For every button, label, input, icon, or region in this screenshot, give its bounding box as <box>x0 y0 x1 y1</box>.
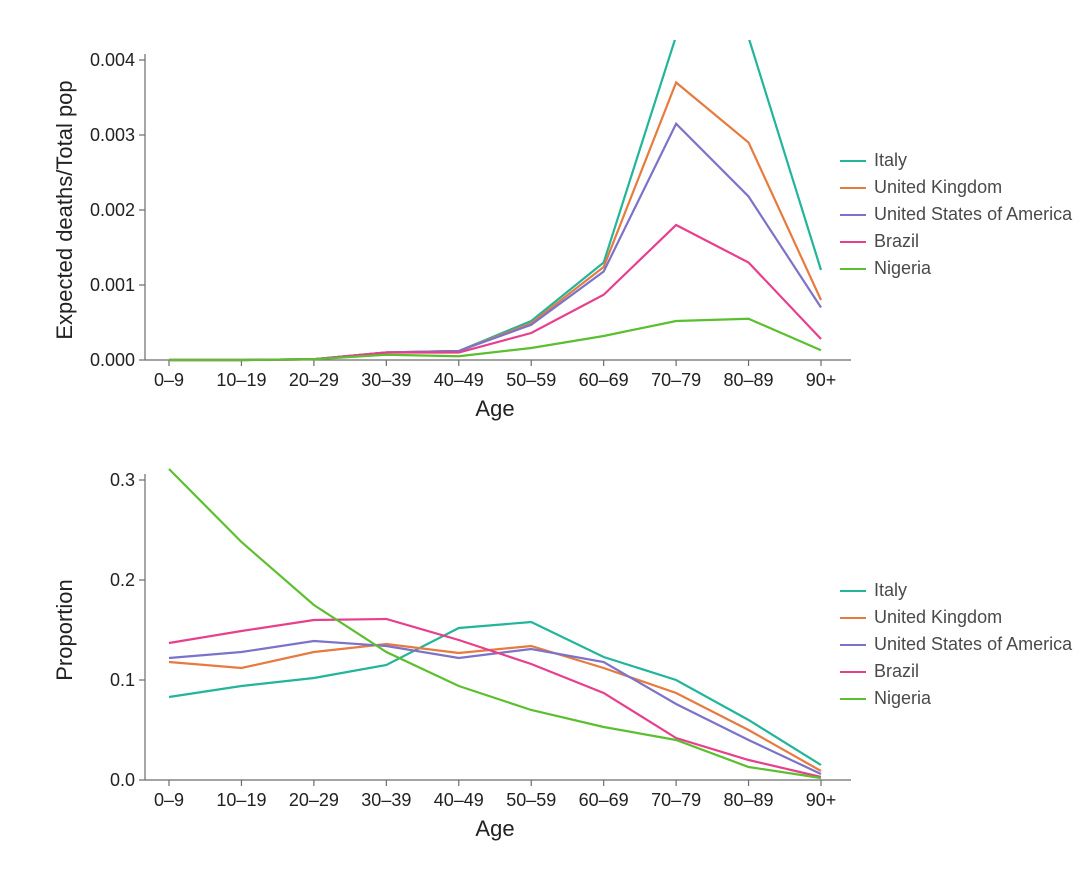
y-tick-label: 0.0 <box>110 770 135 790</box>
legend-swatch-usa <box>840 214 866 216</box>
chart-top: 0.000 0.001 0.002 0.003 0.004 0–9 10–19 20–29 30… <box>50 40 855 440</box>
legend-item-uk: United Kingdom <box>840 177 1072 198</box>
y-tick-label: 0.003 <box>90 125 135 145</box>
legend-top: Italy United Kingdom United States of Amer… <box>840 150 1072 279</box>
x-tick-label: 40–49 <box>434 370 484 390</box>
chart-bottom-svg: 0.0 0.1 0.2 0.3 0–9 10–19 20–29 30–39 40–49 50–59… <box>50 460 855 860</box>
legend-label-italy: Italy <box>874 580 907 601</box>
legend-label-italy: Italy <box>874 150 907 171</box>
y-tick-label: 0.2 <box>110 570 135 590</box>
legend-label-brazil: Brazil <box>874 661 919 682</box>
legend-swatch-italy <box>840 590 866 592</box>
legend-item-usa: United States of America <box>840 634 1072 655</box>
x-tick-label: 70–79 <box>651 790 701 810</box>
legend-item-brazil: Brazil <box>840 231 1072 252</box>
legend-swatch-nigeria <box>840 268 866 270</box>
chart-top-svg: 0.000 0.001 0.002 0.003 0.004 0–9 10–19 20–29 30… <box>50 40 855 440</box>
series-usa <box>169 124 821 360</box>
x-tick-label: 50–59 <box>506 370 556 390</box>
series-nigeria <box>169 469 821 778</box>
legend-swatch-uk <box>840 617 866 619</box>
x-tick-label: 30–39 <box>361 790 411 810</box>
y-axis-label: Proportion <box>52 579 77 681</box>
x-tick-label: 80–89 <box>724 370 774 390</box>
legend-item-italy: Italy <box>840 580 1072 601</box>
x-tick-label: 70–79 <box>651 370 701 390</box>
chart-bottom: 0.0 0.1 0.2 0.3 0–9 10–19 20–29 30–39 40–49 50–59… <box>50 460 855 860</box>
x-tick-label: 30–39 <box>361 370 411 390</box>
legend-item-nigeria: Nigeria <box>840 688 1072 709</box>
figure-container: 0.000 0.001 0.002 0.003 0.004 0–9 10–19 20–29 30… <box>0 0 1080 877</box>
x-tick-label: 20–29 <box>289 790 339 810</box>
legend-label-uk: United Kingdom <box>874 607 1002 628</box>
x-tick-label: 90+ <box>806 370 837 390</box>
y-tick-label: 0.001 <box>90 275 135 295</box>
legend-item-italy: Italy <box>840 150 1072 171</box>
y-tick-label: 0.004 <box>90 50 135 70</box>
y-tick-label: 0.1 <box>110 670 135 690</box>
x-tick-label: 60–69 <box>579 790 629 810</box>
series-italy <box>169 40 821 360</box>
legend-label-uk: United Kingdom <box>874 177 1002 198</box>
y-tick-label: 0.002 <box>90 200 135 220</box>
series-brazil <box>169 225 821 360</box>
x-tick-label: 0–9 <box>154 790 184 810</box>
legend-label-usa: United States of America <box>874 204 1072 225</box>
legend-label-nigeria: Nigeria <box>874 688 931 709</box>
x-tick-label: 80–89 <box>724 790 774 810</box>
legend-item-uk: United Kingdom <box>840 607 1072 628</box>
legend-swatch-brazil <box>840 241 866 243</box>
legend-item-usa: United States of America <box>840 204 1072 225</box>
legend-swatch-brazil <box>840 671 866 673</box>
x-tick-label: 10–19 <box>216 370 266 390</box>
x-tick-label: 60–69 <box>579 370 629 390</box>
y-tick-label: 0.3 <box>110 470 135 490</box>
legend-item-nigeria: Nigeria <box>840 258 1072 279</box>
legend-label-brazil: Brazil <box>874 231 919 252</box>
series-italy <box>169 622 821 765</box>
x-tick-label: 10–19 <box>216 790 266 810</box>
x-tick-label: 40–49 <box>434 790 484 810</box>
y-tick-label: 0.000 <box>90 350 135 370</box>
legend-bottom: Italy United Kingdom United States of Amer… <box>840 580 1072 709</box>
legend-label-usa: United States of America <box>874 634 1072 655</box>
legend-swatch-italy <box>840 160 866 162</box>
x-tick-label: 50–59 <box>506 790 556 810</box>
x-tick-label: 20–29 <box>289 370 339 390</box>
series-usa <box>169 641 821 774</box>
legend-swatch-usa <box>840 644 866 646</box>
series-uk <box>169 83 821 361</box>
x-axis-label: Age <box>475 396 514 421</box>
legend-item-brazil: Brazil <box>840 661 1072 682</box>
x-axis-label: Age <box>475 816 514 841</box>
x-tick-label: 0–9 <box>154 370 184 390</box>
legend-label-nigeria: Nigeria <box>874 258 931 279</box>
x-tick-label: 90+ <box>806 790 837 810</box>
series-nigeria <box>169 319 821 360</box>
legend-swatch-uk <box>840 187 866 189</box>
legend-swatch-nigeria <box>840 698 866 700</box>
y-axis-label: Expected deaths/Total pop <box>52 80 77 339</box>
